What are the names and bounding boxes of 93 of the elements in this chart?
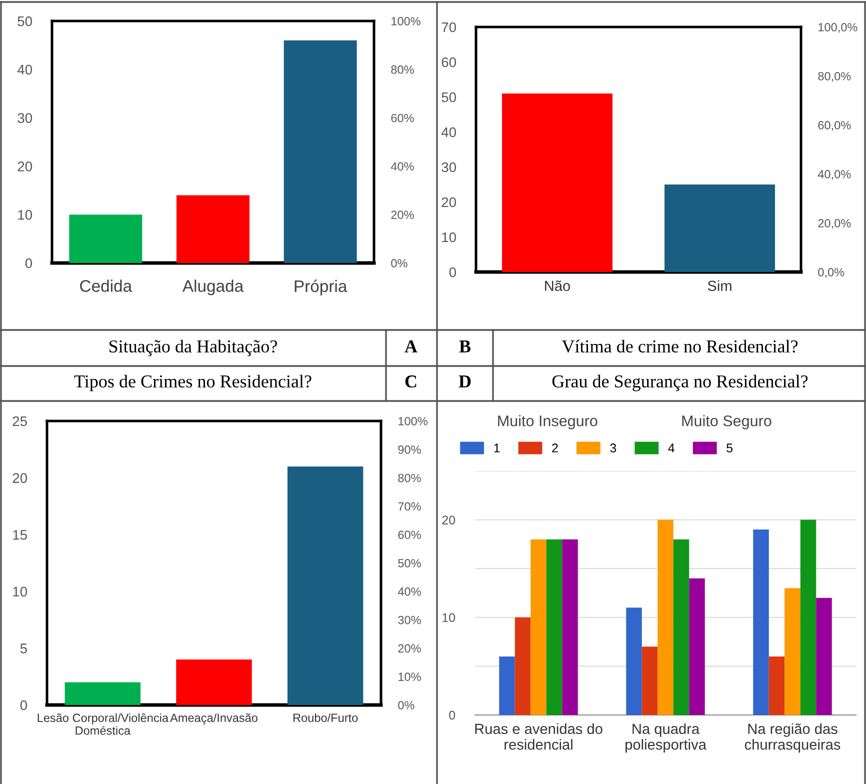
y-tick-label: 20 [18,162,32,172]
y2-tick-label: 70% [398,502,421,511]
legend-label: 4 [668,444,674,452]
y2-tick-label: 80% [398,474,421,482]
text: B [459,340,471,352]
bar [816,598,832,715]
bar [69,214,142,263]
y2-tick-label: 80,0% [818,72,851,82]
x-tick-label: Própria [294,280,348,296]
chart-subtitle: D [458,376,471,388]
y2-tick-label: 100% [392,17,420,26]
x-tick-label: Sim [708,280,732,292]
text: Muito Inseguro [498,415,598,430]
x-tick-label: Ameaça/Invasão [170,713,258,724]
bar [626,608,642,715]
bar [768,656,785,715]
bar [689,578,705,715]
bar [546,539,562,715]
y-tick-label: 30 [18,113,32,123]
bar [658,520,674,715]
y2-tick-label: 20% [398,644,421,653]
y-tick-label: 25 [12,416,27,426]
y-tick-label: 20 [442,516,456,524]
y2-tick-label: 60% [398,530,421,539]
y2-tick-label: 60% [391,114,414,122]
bar [176,195,250,263]
x-tick-label: Roubo/Furto [293,713,358,722]
legend-label: 1 [494,444,500,452]
bar [673,539,690,715]
bar [753,530,769,715]
bar [530,539,546,715]
y-tick-label: 50 [18,16,32,26]
bar [642,646,658,715]
text: Situação da Habitação? [109,340,277,356]
text: Vítima de crime no Residencial? [562,340,798,353]
y-tick-label: 15 [13,530,27,540]
y2-tick-label: 90% [398,445,421,454]
y-tick-label: 5 [20,644,27,654]
y2-tick-label: 20% [391,210,414,219]
bar [176,660,252,705]
y-tick-label: 0 [20,700,28,710]
y-tick-label: 0 [25,258,32,268]
y-tick-label: 50 [442,92,456,102]
chart-subtitle: C [405,375,416,388]
y2-tick-label: 40,0% [818,170,851,180]
y2-tick-label: 40% [390,162,414,171]
bar [562,539,578,715]
y2-tick-label: 0% [391,259,408,268]
y2-tick-label: 0,0% [818,268,844,278]
x-tick-label: Alugada [182,280,244,296]
legend-label: 2 [552,444,558,452]
legend-label: 5 [726,444,733,452]
chart-title: Grau de Segurança no Residencial? [552,374,808,392]
y-tick-label: 0 [449,710,456,720]
bar [64,682,141,705]
y2-tick-label: 10% [398,672,421,681]
y-tick-label: 10 [18,210,32,220]
y2-tick-label: 0% [398,701,414,710]
bar [499,656,515,715]
y-tick-label: 10 [442,232,456,242]
y-tick-label: 20 [12,473,28,483]
y2-tick-label: 50% [398,559,421,568]
x-tick-label: Cedida [80,280,132,292]
x-tick-label: Não [545,280,570,292]
bar [287,466,364,705]
y2-tick-label: 100% [398,417,428,426]
x-tick-label: Na região das churrasqueiras [744,723,840,753]
bar [784,588,800,715]
x-tick-label: Na quadra poliesportiva [626,723,706,753]
bar [800,520,816,715]
bar [284,40,357,263]
y-tick-label: 0 [449,267,456,278]
y2-tick-label: 60,0% [818,121,851,131]
x-tick-label: Lesão Corporal/Violência Doméstica [38,713,169,735]
chart-title: Tipos de Crimes no Residencial? [74,374,312,392]
y-tick-label: 10 [442,613,456,622]
y2-tick-label: 100,0% [818,23,858,33]
y-tick-label: 30 [442,162,456,172]
text: Muito Seguro [682,415,772,430]
y-tick-label: 60 [442,57,456,68]
y2-tick-label: 80% [391,65,414,74]
y2-tick-label: 30% [398,616,421,624]
x-tick-label: Ruas e avenidas do residencial [475,723,602,750]
text: A [404,340,418,352]
y-tick-label: 40 [17,64,32,75]
y-tick-label: 10 [13,586,28,597]
y-tick-label: 70 [442,22,456,32]
y-tick-label: 40 [441,127,456,138]
y-tick-label: 20 [442,197,456,208]
y2-tick-label: 20,0% [818,219,851,229]
y2-tick-label: 40% [398,587,421,596]
legend-label: 3 [610,444,616,452]
bar [514,617,531,715]
